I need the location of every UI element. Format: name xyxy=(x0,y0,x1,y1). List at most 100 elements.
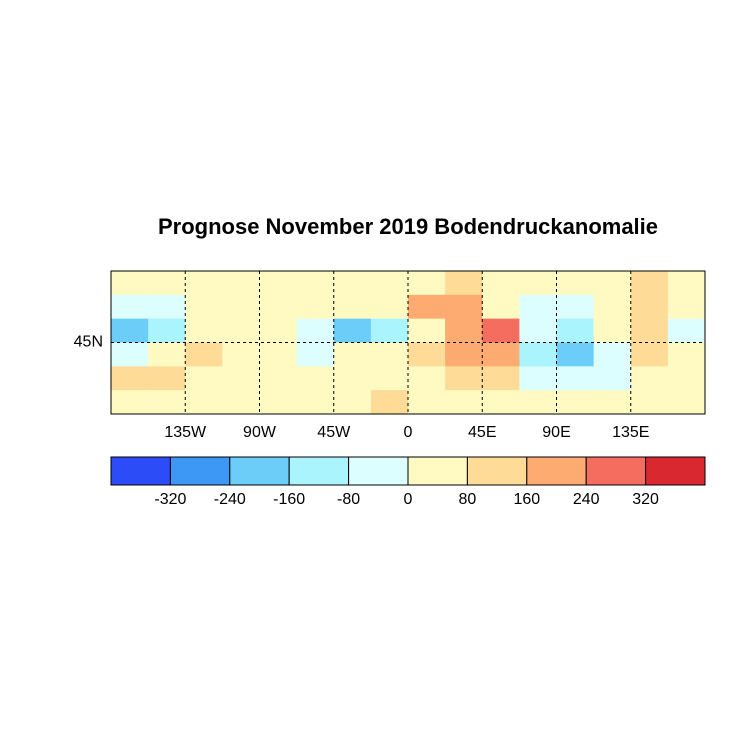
anomaly-cell xyxy=(445,294,483,320)
colorbar-label: -160 xyxy=(273,491,305,508)
anomaly-cell xyxy=(370,318,409,343)
anomaly-cell xyxy=(593,294,632,320)
anomaly-cell xyxy=(408,366,446,391)
colorbar-box xyxy=(645,456,706,486)
x-tick-label: 135E xyxy=(612,424,649,441)
anomaly-cell xyxy=(148,294,186,320)
anomaly-cell xyxy=(593,271,632,296)
anomaly-cell xyxy=(296,271,335,296)
colorbar-box xyxy=(110,456,171,486)
anomaly-cell xyxy=(667,318,706,343)
anomaly-cell xyxy=(296,318,335,343)
anomaly-cell xyxy=(408,271,446,296)
anomaly-cell xyxy=(148,342,186,367)
x-tick-label: 45E xyxy=(468,424,496,441)
anomaly-cell xyxy=(593,390,632,415)
anomaly-cell xyxy=(333,318,372,343)
anomaly-cell xyxy=(445,318,483,343)
anomaly-cell xyxy=(148,366,186,391)
anomaly-cell xyxy=(667,294,706,320)
x-tick-label: 0 xyxy=(404,424,413,441)
anomaly-cell xyxy=(185,390,223,415)
anomaly-cell xyxy=(667,390,706,415)
colorbar-box xyxy=(288,456,350,486)
anomaly-cell xyxy=(259,271,298,296)
colorbar-label: -320 xyxy=(154,491,186,508)
anomaly-cell xyxy=(519,271,557,296)
anomaly-cell xyxy=(556,342,595,367)
colorbar-box xyxy=(466,456,528,486)
colorbar-label: -80 xyxy=(337,491,360,508)
anomaly-cell xyxy=(148,390,186,415)
anomaly-cell xyxy=(519,366,557,391)
x-tick-label: 90E xyxy=(542,424,570,441)
anomaly-cell xyxy=(408,390,446,415)
anomaly-cell xyxy=(111,294,149,320)
anomaly-cell xyxy=(185,294,223,320)
anomaly-cell xyxy=(630,318,669,343)
anomaly-cell xyxy=(296,342,335,367)
anomaly-cell xyxy=(445,342,483,367)
anomaly-cell xyxy=(630,294,669,320)
anomaly-cell xyxy=(482,390,520,415)
colorbar-label: 320 xyxy=(632,491,659,508)
anomaly-cell xyxy=(519,342,557,367)
anomaly-cell xyxy=(667,271,706,296)
anomaly-cell xyxy=(445,271,483,296)
anomaly-cell xyxy=(333,342,372,367)
anomaly-cell xyxy=(370,366,409,391)
colorbar-label: -240 xyxy=(214,491,246,508)
anomaly-cell xyxy=(111,318,149,343)
anomaly-cell xyxy=(333,390,372,415)
anomaly-cell xyxy=(593,342,632,367)
anomaly-cell xyxy=(222,271,260,296)
anomaly-cell xyxy=(556,390,595,415)
anomaly-cell xyxy=(111,390,149,415)
anomaly-cell xyxy=(482,342,520,367)
anomaly-cell xyxy=(370,342,409,367)
anomaly-cell xyxy=(370,294,409,320)
anomaly-cell xyxy=(667,342,706,367)
anomaly-cell xyxy=(630,390,669,415)
colorbar-box xyxy=(169,456,231,486)
colorbar-label: 80 xyxy=(459,491,477,508)
map-frame xyxy=(110,270,706,415)
anomaly-cell xyxy=(185,271,223,296)
anomaly-cell xyxy=(111,271,149,296)
anomaly-cell xyxy=(296,294,335,320)
anomaly-cell xyxy=(556,366,595,391)
anomaly-cell xyxy=(482,271,520,296)
anomaly-cell xyxy=(259,318,298,343)
colorbar-box xyxy=(348,456,409,486)
anomaly-cell xyxy=(593,366,632,391)
colorbar-label: 160 xyxy=(513,491,540,508)
x-tick-label: 45W xyxy=(317,424,351,441)
colorbar-box xyxy=(526,456,587,486)
anomaly-cell xyxy=(222,294,260,320)
anomaly-cell xyxy=(185,342,223,367)
anomaly-cell xyxy=(482,318,520,343)
anomaly-cell xyxy=(445,390,483,415)
colorbar-label: 240 xyxy=(573,491,600,508)
anomaly-cell xyxy=(556,271,595,296)
anomaly-cell xyxy=(482,294,520,320)
anomaly-cell xyxy=(148,318,186,343)
anomaly-cell xyxy=(111,342,149,367)
anomaly-cell xyxy=(593,318,632,343)
chart-title: Prognose November 2019 Bodendruckanomali… xyxy=(158,214,658,239)
anomaly-cell xyxy=(222,318,260,343)
anomaly-cell xyxy=(222,390,260,415)
anomaly-cell xyxy=(556,318,595,343)
anomaly-cell xyxy=(185,366,223,391)
anomaly-cell xyxy=(519,390,557,415)
anomaly-cell xyxy=(519,294,557,320)
colorbar: -320 -240 -160 -80 0 80 160 240 320 xyxy=(110,456,706,508)
anomaly-cell xyxy=(222,366,260,391)
anomaly-cell xyxy=(333,271,372,296)
anomaly-cell xyxy=(185,318,223,343)
colorbar-label: 0 xyxy=(404,491,413,508)
anomaly-cell xyxy=(370,390,409,415)
anomaly-cell xyxy=(222,342,260,367)
anomaly-cell xyxy=(630,366,669,391)
